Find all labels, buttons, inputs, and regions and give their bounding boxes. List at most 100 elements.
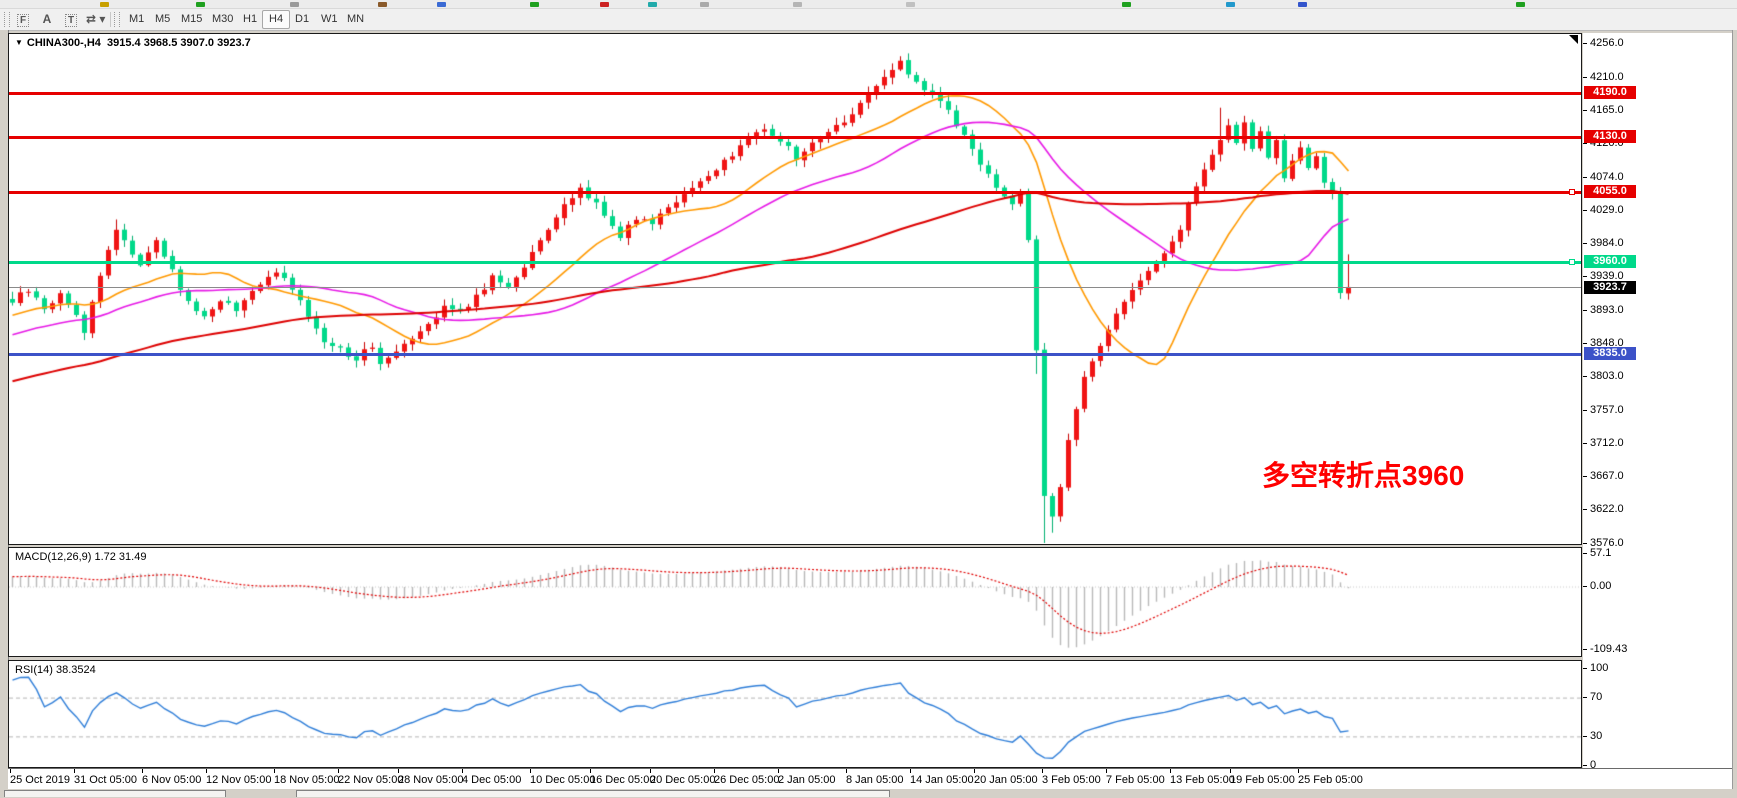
timeframe-button-mn[interactable]: MN	[347, 13, 365, 25]
time-tick-label: 25 Feb 05:00	[1298, 774, 1363, 786]
price-tick-mark	[1583, 43, 1587, 44]
macd-tick-mark	[1583, 649, 1587, 651]
hline-4130.0[interactable]	[9, 135, 1581, 139]
time-tick-label: 19 Feb 05:00	[1230, 774, 1295, 786]
time-tick-label: 28 Nov 05:00	[398, 774, 464, 786]
time-tick-mark	[142, 769, 143, 773]
time-tick-label: 7 Feb 05:00	[1106, 774, 1165, 786]
toolbar-icon-fragment	[700, 2, 709, 7]
rsi-tick-label: 30	[1590, 729, 1603, 742]
macd-canvas[interactable]	[9, 548, 1581, 656]
price-tick-mark	[1583, 342, 1587, 344]
hline-handle[interactable]	[1569, 258, 1575, 265]
hline-handle[interactable]	[1569, 188, 1575, 195]
time-axis: 25 Oct 2019 31 Oct 05:00 6 Nov 05:00 12 Nov…	[8, 768, 1732, 789]
toolbar-drag-handle[interactable]	[4, 12, 10, 27]
macd-tick-mark	[1583, 553, 1587, 554]
price-tick-mark	[1583, 276, 1587, 278]
price-tick-label: 3803.0	[1590, 370, 1624, 383]
rsi-tick-label: 0	[1590, 759, 1597, 771]
time-tick-label: 12 Nov 05:00	[206, 774, 272, 786]
time-tick-label: 25 Oct 2019	[10, 774, 70, 786]
toolbar-icon-fragment	[1122, 2, 1131, 7]
candlestick-chart-canvas[interactable]	[9, 34, 1581, 544]
timeframe-button-m5[interactable]: M5	[155, 13, 171, 25]
timeframe-button-w1[interactable]: W1	[321, 13, 338, 25]
rsi-tick-mark	[1583, 765, 1587, 766]
chart-text-annotation[interactable]: 多空转折点3960	[1262, 460, 1465, 491]
price-tick-mark	[1583, 142, 1587, 144]
time-tick-label: 2 Jan 05:00	[778, 774, 836, 786]
toolbar-icon-fragment	[290, 2, 299, 7]
time-tick-label: 26 Dec 05:00	[714, 774, 780, 786]
price-tick-label: 3576.0	[1590, 536, 1624, 549]
price-tick-mark	[1583, 176, 1587, 178]
price-tick-label: 3848.0	[1590, 336, 1624, 349]
rsi-canvas[interactable]	[9, 661, 1581, 767]
time-tick-mark	[74, 769, 75, 773]
price-tick-mark	[1583, 109, 1587, 111]
price-tick-label: 3712.0	[1590, 436, 1624, 449]
time-tick-label: 10 Dec 05:00	[530, 774, 596, 786]
time-tick-mark	[338, 769, 339, 773]
font-icon[interactable]: A	[42, 12, 52, 26]
time-tick-label: 22 Nov 05:00	[338, 774, 404, 786]
time-tick-label: 6 Nov 05:00	[142, 774, 202, 786]
toolbar-separator	[110, 12, 111, 27]
time-tick-mark	[462, 769, 463, 773]
time-tick-label: 31 Oct 05:00	[74, 774, 137, 786]
time-tick-mark	[530, 769, 531, 773]
time-tick-mark	[274, 769, 275, 773]
indicator-grid-icon[interactable]: F	[14, 10, 32, 28]
price-tick-mark	[1583, 476, 1587, 478]
timeframe-button-m1[interactable]: M1	[129, 13, 145, 25]
cursor-mode-icon[interactable]: ⇄ ▾	[86, 12, 106, 26]
hline-4055.0[interactable]	[9, 190, 1581, 194]
toolbar-icon-fragment	[906, 2, 915, 7]
hline-3835.0[interactable]	[9, 352, 1581, 356]
toolbar-icon-fragment	[793, 2, 802, 7]
timeframe-button-h4[interactable]: H4	[262, 10, 291, 29]
time-tick-mark	[10, 769, 11, 773]
rsi-indicator-pane: RSI(14) 38.3524	[8, 660, 1582, 768]
price-tick-label: 4074.0	[1590, 170, 1624, 183]
price-tick-label: 4029.0	[1590, 203, 1624, 216]
time-tick-label: 14 Jan 05:00	[910, 774, 974, 786]
bottom-tabbar-cutoff	[0, 789, 1737, 798]
timeframe-button-m30[interactable]: M30	[212, 13, 234, 25]
time-tick-mark	[1230, 769, 1231, 773]
timeframe-button-h1[interactable]: H1	[243, 13, 258, 25]
bottom-tab[interactable]	[4, 790, 226, 797]
time-tick-mark	[846, 769, 847, 773]
rsi-label: RSI(14) 38.3524	[15, 664, 96, 676]
time-tick-label: 8 Jan 05:00	[846, 774, 904, 786]
toolbar-icon-fragment	[100, 2, 109, 7]
hline-4190.0[interactable]	[9, 91, 1581, 95]
timeframe-button-m15[interactable]: M15	[181, 13, 203, 25]
time-tick-mark	[778, 769, 779, 773]
time-tick-mark	[398, 769, 399, 773]
toolbar-drag-handle[interactable]	[114, 12, 120, 27]
toolbar-icon-fragment	[1298, 2, 1307, 7]
time-tick-mark	[1298, 769, 1299, 773]
rsi-tick-label: 100	[1590, 662, 1609, 674]
rsi-tick-mark	[1583, 668, 1587, 669]
price-tick-label: 3757.0	[1590, 403, 1624, 416]
price-tick-label: 4210.0	[1590, 70, 1624, 83]
timeframe-button-d1[interactable]: D1	[295, 13, 310, 25]
text-label-icon[interactable]: T	[62, 10, 80, 28]
toolbar-icon-fragment	[196, 2, 205, 7]
bottom-tab[interactable]	[296, 790, 890, 797]
toolbar-icon-fragment	[1226, 2, 1235, 7]
macd-indicator-pane: MACD(12,26,9) 1.72 31.49	[8, 547, 1582, 657]
hline-3960.0[interactable]	[9, 260, 1581, 264]
chart-title: ▼ CHINA300-,H4 3915.4 3968.5 3907.0 3923.…	[15, 37, 251, 49]
price-line-badge: 4055.0	[1584, 184, 1636, 198]
price-tick-label: 3667.0	[1590, 470, 1624, 483]
price-tick-mark	[1583, 442, 1587, 444]
price-tick-mark	[1583, 542, 1587, 544]
symbol-dropdown-icon[interactable]: ▼	[15, 38, 23, 47]
current-price-line	[9, 287, 1581, 289]
time-tick-mark	[1106, 769, 1107, 773]
price-axis: 4256.0 4210.0 4165.0 4120.0 4074.0 4029.0 3984…	[1583, 33, 1732, 771]
